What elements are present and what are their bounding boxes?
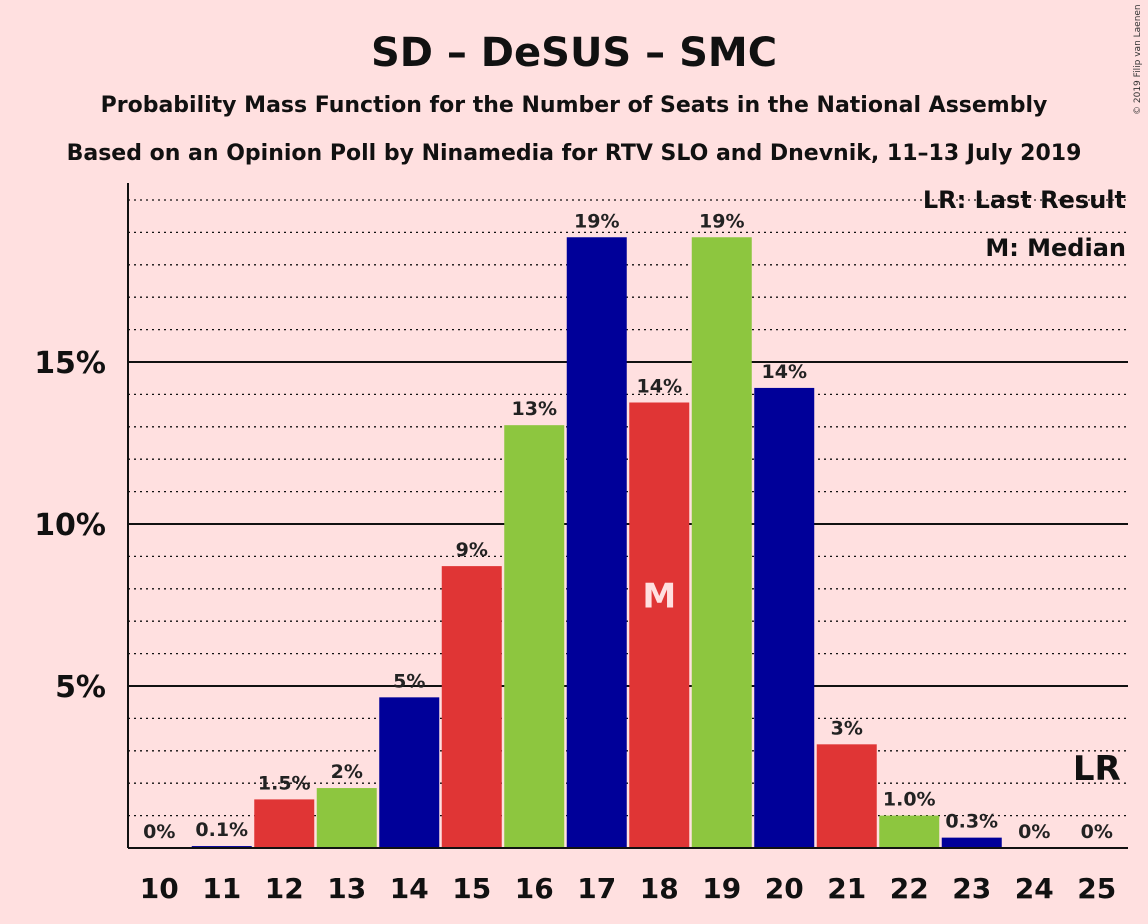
x-tick-label: 23	[952, 872, 991, 905]
data-label: 19%	[574, 210, 619, 232]
x-tick-label: 13	[327, 872, 366, 905]
bar-seat-15	[441, 566, 502, 848]
data-label: 19%	[699, 210, 744, 232]
grid	[128, 199, 1128, 817]
data-label: 5%	[393, 670, 425, 692]
data-label: 0%	[1018, 821, 1050, 843]
data-label: 0.3%	[945, 811, 998, 833]
x-tick-label: 15	[452, 872, 491, 905]
chart-subtitle-2: Based on an Opinion Poll by Ninamedia fo…	[67, 141, 1082, 166]
x-tick-label: 22	[890, 872, 929, 905]
data-label: 0.1%	[195, 819, 248, 841]
bars	[191, 237, 1002, 848]
x-tick-label: 16	[515, 872, 554, 905]
x-tick-label: 17	[577, 872, 616, 905]
bar-seat-21	[816, 744, 877, 848]
x-tick-label: 14	[390, 872, 429, 905]
data-label: 2%	[331, 761, 363, 783]
bar-seat-14	[379, 697, 440, 848]
y-tick-label: 5%	[55, 670, 106, 705]
data-label: 14%	[762, 361, 807, 383]
bar-seat-19	[691, 237, 752, 848]
data-label: 14%	[637, 376, 682, 398]
bar-seat-20	[754, 387, 815, 848]
data-label: 13%	[512, 398, 557, 420]
data-label: 3%	[831, 717, 863, 739]
chart-title: SD – DeSUS – SMC	[371, 30, 777, 76]
copyright-text: © 2019 Filip van Laenen	[1133, 4, 1143, 115]
data-labels: 0% 0.1% 1.5% 2% 5% 9% 13% 19% 14% 19% 14% 3% 1.0% 0.3…	[143, 210, 1121, 843]
x-tick-label: 19	[702, 872, 741, 905]
y-tick-label: 15%	[34, 346, 106, 381]
chart-subtitle-1: Probability Mass Function for the Number…	[101, 93, 1048, 118]
bar-seat-12	[254, 799, 315, 848]
data-label: 0%	[1081, 821, 1113, 843]
x-tick-label: 24	[1015, 872, 1054, 905]
x-tick-label: 20	[765, 872, 804, 905]
legend-last-result: LR: Last Result	[923, 186, 1126, 214]
legend-median: M: Median	[985, 234, 1126, 262]
median-marker: M	[642, 576, 676, 616]
bar-seat-22	[879, 815, 940, 848]
data-label: 1.0%	[883, 789, 936, 811]
axes: 5% 10% 15% 10 11 12 13 14 15 16 17 18 19 20 21 22 23 24 25	[34, 183, 1128, 905]
y-tick-label: 10%	[34, 508, 106, 543]
bar-seat-16	[504, 425, 565, 848]
x-tick-label: 25	[1077, 872, 1116, 905]
bar-seat-13	[316, 788, 377, 848]
bar-seat-23	[941, 837, 1002, 848]
data-label: 9%	[456, 539, 488, 561]
bar-seat-18	[629, 402, 690, 848]
data-label: 0%	[143, 821, 175, 843]
bar-seat-17	[566, 237, 627, 848]
data-label: 1.5%	[258, 772, 311, 794]
x-tick-label: 10	[140, 872, 179, 905]
x-tick-label: 18	[640, 872, 679, 905]
x-tick-label: 21	[827, 872, 866, 905]
last-result-marker: LR	[1073, 749, 1121, 789]
x-tick-label: 11	[202, 872, 241, 905]
x-tick-label: 12	[265, 872, 304, 905]
